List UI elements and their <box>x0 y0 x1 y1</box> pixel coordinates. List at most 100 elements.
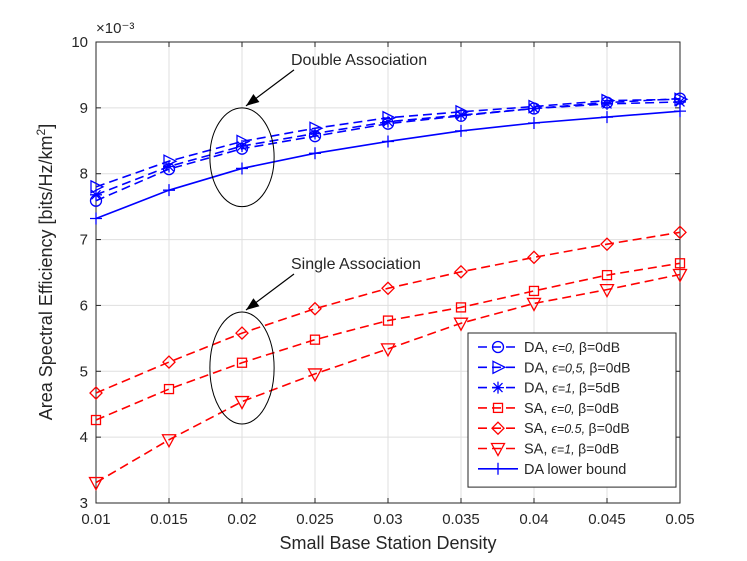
y-tick-label: 6 <box>80 297 88 314</box>
data-point <box>382 315 394 326</box>
y-tick-label: 3 <box>80 495 88 512</box>
y-tick-label: 8 <box>80 166 88 183</box>
data-point <box>89 386 103 400</box>
x-tick-label: 0.05 <box>665 511 694 528</box>
data-point <box>453 317 469 332</box>
data-point <box>163 160 175 173</box>
legend-item: DA, ϵ=1, β=5dB <box>478 380 620 397</box>
data-point <box>601 111 613 124</box>
data-point <box>672 268 688 283</box>
data-point <box>234 395 250 410</box>
data-point <box>90 414 102 426</box>
data-point <box>674 95 686 108</box>
data-point <box>236 140 248 153</box>
data-point <box>309 127 321 140</box>
data-point <box>380 343 396 358</box>
data-point <box>528 102 540 115</box>
legend-item: SA, ϵ=1, β=0dB <box>478 441 619 458</box>
y-tick-label: 7 <box>80 232 88 249</box>
data-point <box>90 179 105 194</box>
data-point <box>161 434 177 449</box>
y-tick-label: 5 <box>80 363 88 380</box>
series-line <box>95 231 681 394</box>
data-point <box>236 357 248 368</box>
data-point <box>454 264 468 279</box>
series-line <box>95 262 681 421</box>
data-point <box>455 124 467 137</box>
legend-item: DA lower bound <box>478 462 626 478</box>
x-tick-label: 0.025 <box>296 511 334 528</box>
legend-marker <box>492 360 507 375</box>
data-point <box>162 355 176 369</box>
x-tick-label: 0.01 <box>81 511 110 528</box>
series-3 <box>90 95 686 201</box>
legend-label: SA, ϵ=0, β=0dB <box>524 400 619 417</box>
series-5 <box>89 225 687 400</box>
data-point <box>528 285 540 297</box>
legend-marker <box>491 340 505 354</box>
data-point <box>455 302 467 313</box>
x-axis-label: Small Base Station Density <box>279 533 496 553</box>
data-point <box>674 258 686 269</box>
data-point <box>526 297 542 312</box>
legend-label: DA, ϵ=0,5, β=0dB <box>524 359 630 376</box>
y-axis-exponent: ×10⁻³ <box>96 20 134 37</box>
legend-marker <box>492 402 504 414</box>
legend-label: DA lower bound <box>524 462 626 478</box>
legend-item: DA, ϵ=0,5, β=0dB <box>478 359 630 376</box>
annotation-1: Double Association <box>209 52 427 208</box>
data-point <box>90 188 102 201</box>
legend-label: DA, ϵ=0, β=0dB <box>524 339 620 356</box>
data-point <box>527 250 541 265</box>
legend-label: DA, ϵ=1, β=5dB <box>524 380 620 397</box>
series-6 <box>88 268 688 491</box>
data-point <box>235 326 249 341</box>
y-tick-label: 9 <box>80 100 88 117</box>
data-point <box>90 212 102 225</box>
data-point <box>309 147 321 160</box>
legend: DA, ϵ=0, β=0dB DA, ϵ=0,5, β=0dB DA, ϵ=1, β… <box>467 332 677 488</box>
data-point <box>309 334 321 345</box>
data-point <box>601 269 613 281</box>
series-line <box>95 273 681 484</box>
legend-item: DA, ϵ=0, β=0dB <box>478 339 620 356</box>
legend-item: SA, ϵ=0.5, β=0dB <box>478 420 630 437</box>
x-tick-label: 0.035 <box>442 511 480 528</box>
annotation-text: Double Association <box>291 52 427 69</box>
data-point <box>163 383 175 395</box>
x-tick-label: 0.045 <box>588 511 626 528</box>
data-point <box>307 368 323 383</box>
series-7 <box>90 105 686 225</box>
legend-label: SA, ϵ=1, β=0dB <box>524 441 619 458</box>
data-point <box>382 135 394 148</box>
legend-marker <box>490 442 506 457</box>
series-line <box>95 97 681 202</box>
data-point <box>382 115 394 128</box>
annotation-2: Single Association <box>209 256 421 425</box>
x-tick-label: 0.02 <box>227 511 256 528</box>
data-point <box>674 105 686 118</box>
data-point <box>381 281 395 296</box>
legend-marker <box>492 381 504 394</box>
y-axis-label: Area Spectral Efficiency [bits/Hz/km2] <box>34 124 56 420</box>
data-point <box>601 97 613 110</box>
data-point <box>163 184 175 197</box>
data-point <box>673 225 687 240</box>
data-point <box>236 162 248 175</box>
legend-marker <box>492 462 504 475</box>
annotation-text: Single Association <box>291 256 421 273</box>
data-point <box>163 154 178 169</box>
x-tick-label: 0.015 <box>150 511 188 528</box>
data-point <box>88 476 104 491</box>
axis-ticks: 0.01 0.015 0.02 0.025 0.03 0.035 0.04 0.045 0.05… <box>71 34 694 528</box>
x-tick-label: 0.03 <box>373 511 402 528</box>
data-point <box>308 301 322 316</box>
series-4 <box>90 258 686 426</box>
annotation-arrow-head <box>246 94 260 106</box>
data-point <box>455 109 467 122</box>
annotation-layer: Double Association Single Association <box>209 52 427 425</box>
annotation-ellipse <box>209 107 275 208</box>
series-layer <box>88 92 689 491</box>
y-tick-label: 10 <box>71 34 88 51</box>
